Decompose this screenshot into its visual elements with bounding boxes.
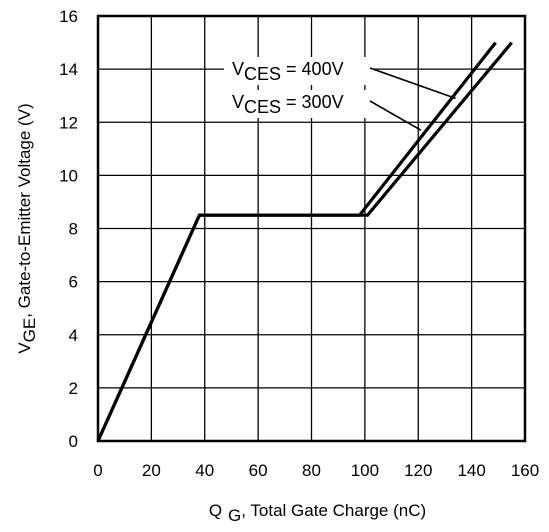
y-axis-title-main: V <box>15 342 34 354</box>
x-tick-label: 80 <box>302 461 321 480</box>
y-axis-title-rest: , Gate-to-Emitter Voltage (V) <box>15 103 34 317</box>
y-axis-title-sub: GE <box>20 318 39 343</box>
x-tick-label: 20 <box>142 461 161 480</box>
series-label-backdrop <box>224 57 374 85</box>
x-tick-label: 0 <box>93 461 102 480</box>
series-label-rest: = 400V <box>281 59 344 79</box>
x-tick-label: 100 <box>351 461 379 480</box>
series-line-2 <box>96 41 497 442</box>
x-tick-label: 140 <box>457 461 485 480</box>
y-tick-label: 4 <box>69 326 78 345</box>
y-axis-title: VGE, Gate-to-Emitter Voltage (V) <box>15 103 39 353</box>
series-label-1: VCES = 400V <box>232 59 344 84</box>
y-tick-labels: 0 2 4 6 8 10 12 14 16 <box>59 7 78 451</box>
series-lines <box>96 41 513 442</box>
x-tick-label: 120 <box>404 461 432 480</box>
y-tick-label: 8 <box>69 220 78 239</box>
y-tick-label: 0 <box>69 432 78 451</box>
series-label-main: V <box>232 59 244 79</box>
x-axis-title-rest: , Total Gate Charge (nC) <box>241 501 426 520</box>
series-label-rest: = 300V <box>281 92 344 112</box>
series-label-sub: CES <box>244 64 281 84</box>
y-tick-label: 6 <box>69 273 78 292</box>
x-tick-label: 60 <box>249 461 268 480</box>
y-tick-label: 16 <box>59 7 78 26</box>
x-axis-title: Q G, Total Gate Charge (nC) <box>209 501 426 525</box>
series-label-leader <box>369 100 422 131</box>
y-tick-label: 14 <box>59 60 78 79</box>
x-tick-label: 40 <box>195 461 214 480</box>
plot-frame <box>96 14 527 443</box>
x-axis-title-sub: G <box>228 506 241 525</box>
x-tick-label: 160 <box>511 461 539 480</box>
series-label-sub: CES <box>244 97 281 117</box>
y-tick-label: 10 <box>59 166 78 185</box>
series-label-2: VCES = 300V <box>232 92 344 117</box>
y-tick-label: 12 <box>59 113 78 132</box>
series-label-backdrop <box>224 90 374 118</box>
series-label-main: V <box>232 92 244 112</box>
y-tick-label: 2 <box>69 379 78 398</box>
x-axis-title-main: Q <box>209 501 222 520</box>
x-tick-labels: 0 20 40 60 80 100 120 140 160 <box>93 461 539 480</box>
series-label-leader <box>369 67 456 100</box>
